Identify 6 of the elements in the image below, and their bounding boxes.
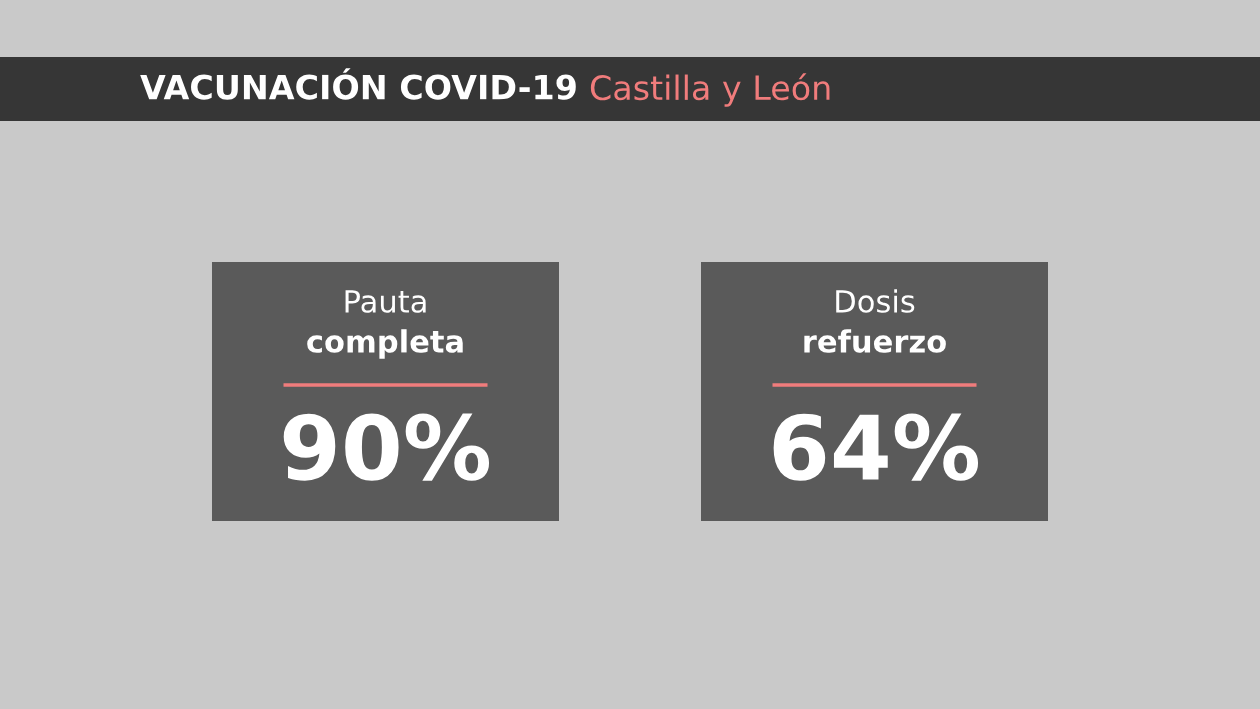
text: Castilla y León <box>590 73 830 107</box>
data-label: 90% <box>283 413 490 481</box>
category-label: Dosis refuerzo <box>804 289 946 353</box>
text: VACUNACIÓN COVID-19 <box>140 68 576 100</box>
data-label: 64% <box>773 413 979 481</box>
category-label: Pauta completa <box>307 290 463 359</box>
